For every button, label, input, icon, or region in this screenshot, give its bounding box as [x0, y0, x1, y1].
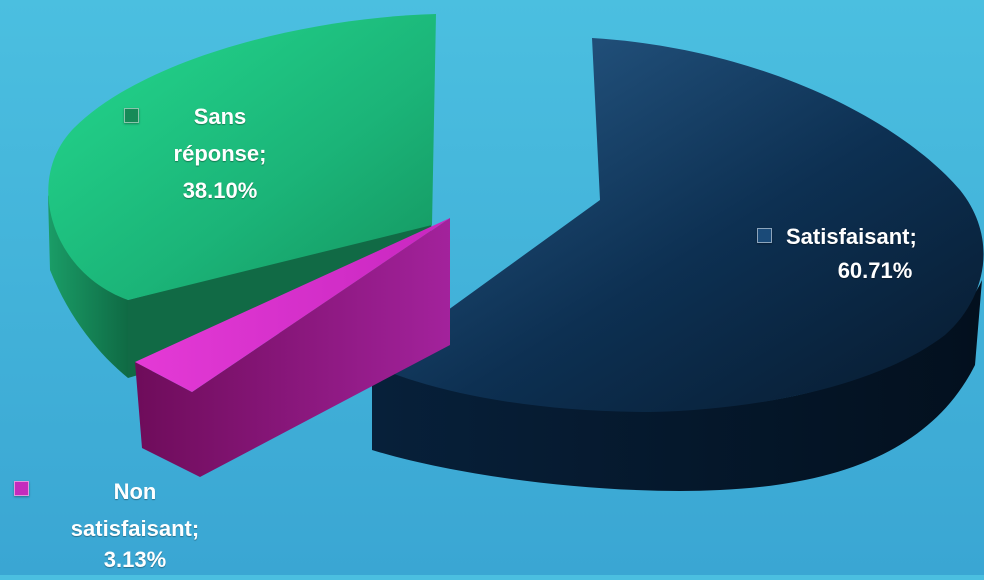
- slice-sans-reponse-top: [48, 14, 437, 300]
- label-non-satisfaisant-name-1: Non: [113, 479, 157, 504]
- slice-non-satisfaisant-front: [135, 218, 450, 477]
- slice-satisfaisant-side-outer: [372, 280, 982, 491]
- legend-swatch-sans-reponse: [124, 108, 139, 123]
- label-non-satisfaisant-name-2: satisfaisant;: [70, 516, 200, 541]
- legend-swatch-non-satisfaisant: [14, 481, 29, 496]
- label-non-satisfaisant-value: 3.13%: [103, 547, 167, 572]
- slice-satisfaisant-top: [372, 38, 984, 412]
- legend-swatch-satisfaisant: [757, 228, 772, 243]
- slice-non-satisfaisant: [135, 218, 450, 477]
- label-satisfaisant-value: 60.71%: [837, 258, 913, 283]
- slice-satisfaisant: [372, 38, 984, 491]
- label-sans-reponse-value: 38.10%: [182, 178, 258, 203]
- label-sans-reponse-name-2: réponse;: [173, 141, 267, 166]
- label-satisfaisant-name: Satisfaisant;: [786, 224, 917, 249]
- slice-non-satisfaisant-top: [135, 218, 450, 392]
- label-sans-reponse-name-1: Sans: [193, 104, 247, 129]
